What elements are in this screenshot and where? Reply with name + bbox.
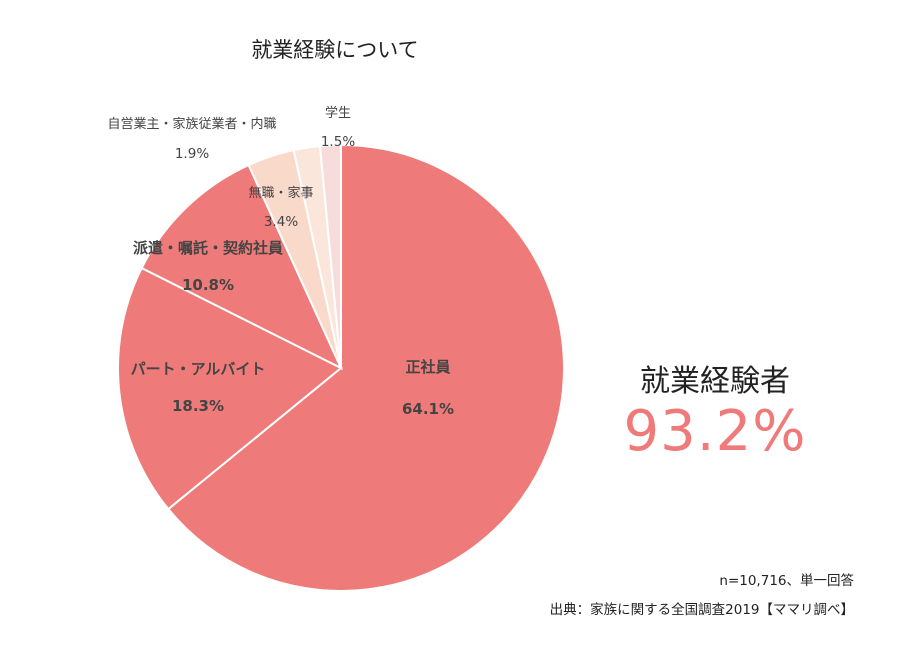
slice-label: 派遣・嘱託・契約社員 <box>133 239 283 257</box>
slice-label: 正社員 <box>405 358 450 376</box>
pie-slice <box>117 266 343 511</box>
pie-slice <box>318 143 342 369</box>
pie-slice <box>166 143 565 592</box>
pie-slice <box>140 163 344 371</box>
slice-label: 自営業主・家族従業者・内職 <box>107 116 276 132</box>
slice-value-label: 64.1% <box>402 400 454 418</box>
sample-size-note: n=10,716、単一回答 <box>719 573 854 589</box>
slice-value-label: 1.5% <box>321 134 355 150</box>
slice-value-label: 3.4% <box>264 214 298 230</box>
chart-title: 就業経験について <box>251 38 419 62</box>
slice-value-label: 10.8% <box>182 276 234 294</box>
slice-value-label: 1.9% <box>175 146 209 162</box>
slice-value-label: 18.3% <box>172 397 224 415</box>
slice-label: 無職・家事 <box>248 185 313 201</box>
highlight-value: 93.2% <box>623 399 807 464</box>
source-note: 出典：家族に関する全国調査2019【ママリ調べ】 <box>549 602 854 618</box>
slice-label: 学生 <box>325 105 351 121</box>
slice-label: パート・アルバイト <box>131 360 266 378</box>
highlight-callout: 就業経験者 93.2% <box>600 364 830 464</box>
highlight-label: 就業経験者 <box>640 364 790 399</box>
